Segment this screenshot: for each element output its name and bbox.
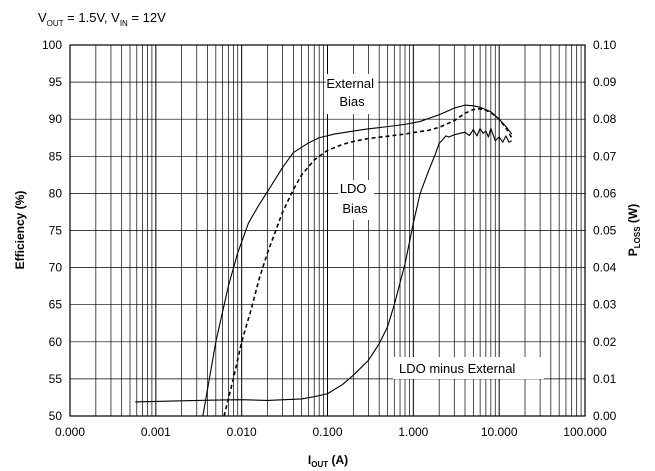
y-right-axis-label: PLOSS (W) bbox=[626, 204, 642, 256]
y-left-tick-label: 55 bbox=[49, 372, 63, 386]
y-left-tick-label: 65 bbox=[49, 298, 63, 312]
y-right-tick-labels: 0.00 0.01 0.02 0.03 0.04 0.05 0.06 0.07 0.08 0.09… bbox=[593, 38, 617, 423]
y-left-tick-label: 100 bbox=[42, 38, 62, 52]
x-tick-label: 0.010 bbox=[227, 425, 257, 439]
x-tick-label: 100.000 bbox=[563, 425, 607, 439]
x-axis-label: IOUT (A) bbox=[308, 453, 348, 469]
x-tick-label: 0.000 bbox=[55, 425, 85, 439]
y-right-tick-label: 0.07 bbox=[593, 149, 617, 163]
y-right-tick-label: 0.10 bbox=[593, 38, 617, 52]
series-difference-line bbox=[135, 127, 512, 403]
y-left-tick-label: 50 bbox=[49, 409, 63, 423]
y-right-tick-label: 0.09 bbox=[593, 75, 617, 89]
y-left-tick-label: 60 bbox=[49, 335, 63, 349]
y-left-tick-label: 90 bbox=[49, 112, 63, 126]
y-left-tick-label: 95 bbox=[49, 75, 63, 89]
x-tick-labels: 0.000 0.001 0.010 0.100 1.000 10.000 100.000 bbox=[55, 425, 607, 439]
y-right-tick-label: 0.03 bbox=[593, 298, 617, 312]
ldo-minus-external-label: LDO minus External bbox=[399, 361, 515, 376]
series-lines bbox=[135, 104, 513, 417]
plot-frame bbox=[69, 44, 586, 417]
external-bias-label: External Bias bbox=[326, 76, 377, 109]
chart-title: VOUT = 1.5V, VIN = 12V bbox=[38, 10, 166, 28]
diff-label-bg bbox=[393, 357, 544, 379]
ldo-label-bg bbox=[338, 180, 374, 220]
y-right-tick-label: 0.01 bbox=[593, 372, 617, 386]
y-left-tick-label: 70 bbox=[49, 261, 63, 275]
y-right-tick-label: 0.08 bbox=[593, 112, 617, 126]
y-left-axis-label: Efficiency (%) bbox=[13, 191, 27, 270]
y-left-tick-label: 80 bbox=[49, 186, 63, 200]
y-left-tick-label: 75 bbox=[49, 224, 63, 238]
series-external-line bbox=[202, 104, 513, 417]
x-tick-label: 0.100 bbox=[312, 425, 342, 439]
y-right-tick-label: 0.06 bbox=[593, 186, 617, 200]
x-tick-label: 0.001 bbox=[141, 425, 171, 439]
external-label-bg bbox=[326, 74, 378, 114]
ldo-bias-label: LDO Bias bbox=[340, 181, 370, 216]
series-ldo-line bbox=[223, 108, 513, 417]
x-tick-label: 10.000 bbox=[481, 425, 518, 439]
y-left-tick-label: 85 bbox=[49, 149, 63, 163]
y-left-tick-labels: 50 55 60 65 70 75 80 85 90 95 100 bbox=[42, 38, 62, 423]
grid-lines bbox=[69, 44, 585, 417]
y-right-tick-label: 0.05 bbox=[593, 224, 617, 238]
y-right-tick-label: 0.00 bbox=[593, 409, 617, 423]
x-tick-label: 1.000 bbox=[398, 425, 428, 439]
y-right-tick-label: 0.02 bbox=[593, 335, 617, 349]
y-right-tick-label: 0.04 bbox=[593, 261, 617, 275]
